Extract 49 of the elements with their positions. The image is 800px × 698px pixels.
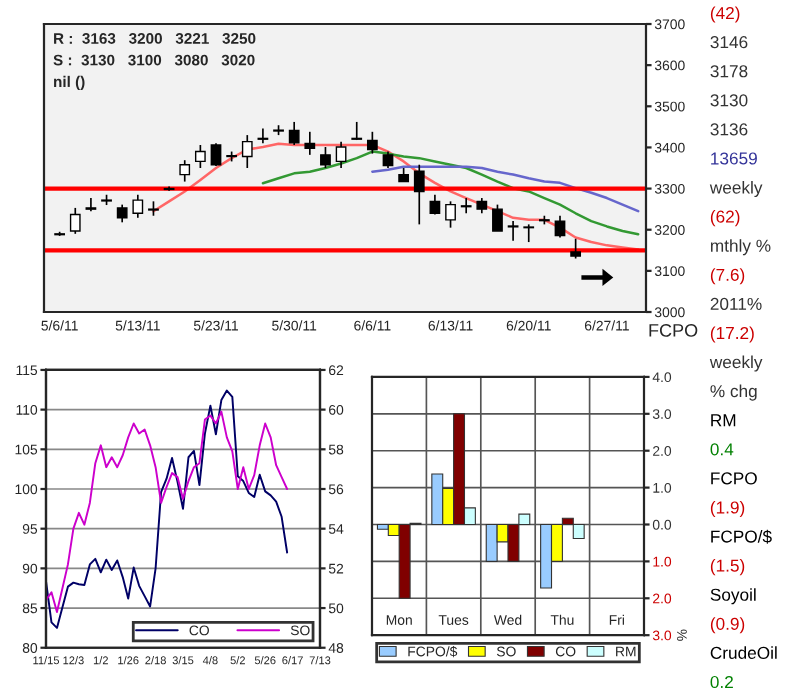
text: (1.9) [710, 500, 745, 517]
candlestick [554, 214, 566, 239]
text: weekly [709, 181, 763, 198]
candlestick [445, 200, 456, 229]
candlestick [320, 146, 331, 169]
candlestick [366, 130, 378, 155]
text: 3146 [710, 36, 748, 49]
text: 3136 [710, 123, 748, 136]
line-series [371, 165, 640, 213]
text: (0.9) [710, 617, 745, 634]
candlestick [179, 159, 191, 183]
text: (42) [710, 6, 740, 23]
candlestick [413, 163, 425, 226]
text: FCPO/$ [711, 529, 772, 544]
line-series [46, 410, 289, 613]
line-series [46, 389, 289, 629]
text: weekly [709, 355, 763, 372]
text: 0.4 [710, 443, 734, 456]
candlestick [257, 127, 269, 145]
candlestick [460, 197, 472, 215]
candlestick [69, 207, 81, 235]
text: 13659 [711, 152, 757, 165]
text: mthly % [710, 239, 771, 256]
text: FCPO [711, 472, 757, 485]
candlestick [523, 223, 535, 243]
text: 2011% [710, 297, 762, 310]
x-axis-title: FCPO [649, 324, 698, 337]
text: (1.5) [710, 559, 745, 576]
candlestick [335, 140, 347, 169]
candlestick [241, 134, 253, 169]
text: RM [711, 414, 736, 427]
candlestick [210, 142, 222, 167]
text: 3130 [710, 94, 748, 107]
text: (7.6) [710, 268, 745, 285]
text: 0.2 [710, 675, 733, 689]
text: % chg [710, 384, 757, 401]
candlestick [85, 197, 97, 213]
text: (62) [710, 210, 740, 227]
text: Soyoil [710, 588, 756, 605]
candlestick [132, 193, 144, 219]
candlestick [507, 220, 519, 242]
text: 3178 [710, 65, 748, 78]
candlestick [194, 144, 206, 169]
candlestick [304, 130, 316, 156]
candlestick [288, 121, 300, 146]
text: (17.2) [710, 326, 754, 343]
candlestick [570, 237, 582, 260]
text: CrudeOil [710, 646, 777, 659]
candlestick [492, 203, 503, 232]
